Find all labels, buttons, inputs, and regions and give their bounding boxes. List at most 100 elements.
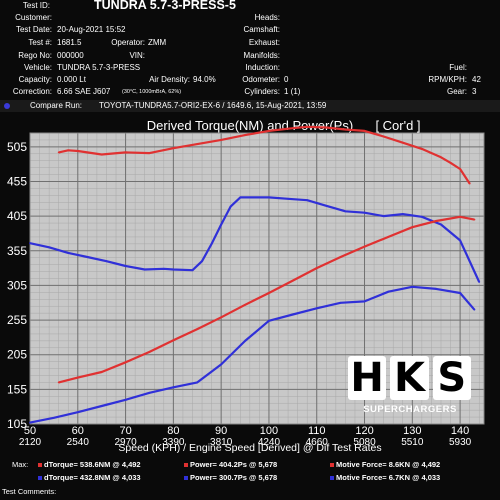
data-point [325,126,328,129]
hks-logo: H K S SUPERCHARGERS [345,352,475,422]
data-point [449,161,452,164]
hks-letter: K [390,356,429,400]
data-point [248,196,251,199]
rpm-kph-label: RPM/KPH: [428,75,467,84]
air-density-value: 94.0% [193,75,216,84]
data-point [473,308,476,311]
data-point [459,215,462,218]
data-point [210,242,213,245]
x-tick-rpm-label: 4660 [306,437,329,448]
x-tick-label: 110 [308,425,326,437]
data-point [100,371,103,373]
operator-label: Operator: [111,38,145,47]
x-tick-rpm-label: 3390 [162,437,185,448]
data-point [124,361,127,364]
data-point [201,260,203,263]
data-point [420,148,423,150]
data-point [148,152,151,154]
data-point [468,182,471,185]
compare-series-marker [4,103,10,109]
test-date-label: Test Date: [15,25,52,34]
data-point [162,267,165,270]
data-point [363,245,366,248]
data-point [411,285,414,288]
data-point [172,147,175,150]
x-tick-label: 90 [215,425,227,437]
data-point [105,260,108,263]
data-point [29,421,31,424]
max-dtorque-current: dTorque= 538.6NM @ 4,492 [38,460,141,469]
chart-title-tag: [ Cor'd ] [375,118,420,133]
hks-tagline: SUPERCHARGERS [363,404,457,415]
data-point [196,328,199,330]
y-tick-label: 205 [7,348,27,362]
data-point [459,239,462,242]
data-point [363,130,366,132]
compare-run-bar: Compare Run: TOYOTA-TUNDRA5.7-ORI2-EX-6 … [0,100,500,112]
data-point [67,251,70,254]
data-point [382,215,385,218]
compare-run-label: Compare Run: [30,101,83,110]
capacity-label: Capacity: [18,75,52,84]
data-point [387,290,390,293]
data-point [29,242,31,245]
gear-value: 3 [472,87,477,96]
data-point [382,135,385,138]
data-point [67,149,70,152]
data-point [239,196,242,199]
data-point [191,269,194,272]
vehicle-label: Vehicle: [23,63,52,72]
data-point [344,128,347,131]
x-tick-label: 140 [451,425,469,437]
x-tick-label: 100 [260,425,278,437]
data-point [172,386,175,389]
data-point [401,141,404,144]
data-point [244,339,246,342]
x-tick-label: 70 [119,425,131,437]
y-tick-label: 155 [7,382,27,396]
series-line-1 [29,196,481,283]
odometer-value: 0 [284,75,289,84]
x-tick-rpm-label: 2120 [19,437,42,448]
data-point [48,246,51,249]
x-tick-label: 130 [403,425,421,437]
data-point [363,211,366,214]
data-point [401,213,404,215]
data-point [57,381,60,384]
max-motive-current: Motive Force= 8.6KN @ 4,492 [330,460,440,469]
odometer-label: Odometer: [242,75,280,84]
data-point [315,307,318,310]
data-point [306,199,309,202]
rego-value: 000000 [57,51,84,60]
data-point [124,151,127,154]
x-tick-label: 120 [355,425,373,437]
exhaust-label: Exhaust: [248,38,280,47]
y-tick-label: 455 [7,175,27,189]
x-axis-title: Speed (KPH) / Engine Speed [Derived] @ D… [118,442,382,454]
data-point [435,287,438,290]
max-power-compare: Power= 300.7Ps @ 5,678 [184,473,277,482]
data-point [291,279,294,282]
series-line-3 [29,285,476,424]
data-point [435,220,438,222]
chart-title: Derived Torque(NM) and Power(Ps) [147,118,353,133]
data-point [76,376,79,379]
air-density-label: Air Density: [149,75,190,84]
capacity-value: 0.000 Lt [57,75,86,84]
test-number-value: 1681.5 [57,38,82,47]
data-point [440,223,442,226]
gear-label: Gear: [446,87,467,96]
x-tick-rpm-label: 5510 [401,437,424,448]
data-point [306,125,309,128]
y-tick-label: 505 [7,140,27,154]
data-point [268,292,270,294]
fuel-label: Fuel: [449,63,467,72]
data-point [172,339,175,342]
data-point [148,391,151,394]
customer-label: Customer: [15,13,52,22]
data-point [291,127,294,130]
data-point [172,268,175,271]
x-tick-label: 80 [167,425,179,437]
data-point [100,153,103,156]
data-point [459,168,462,170]
